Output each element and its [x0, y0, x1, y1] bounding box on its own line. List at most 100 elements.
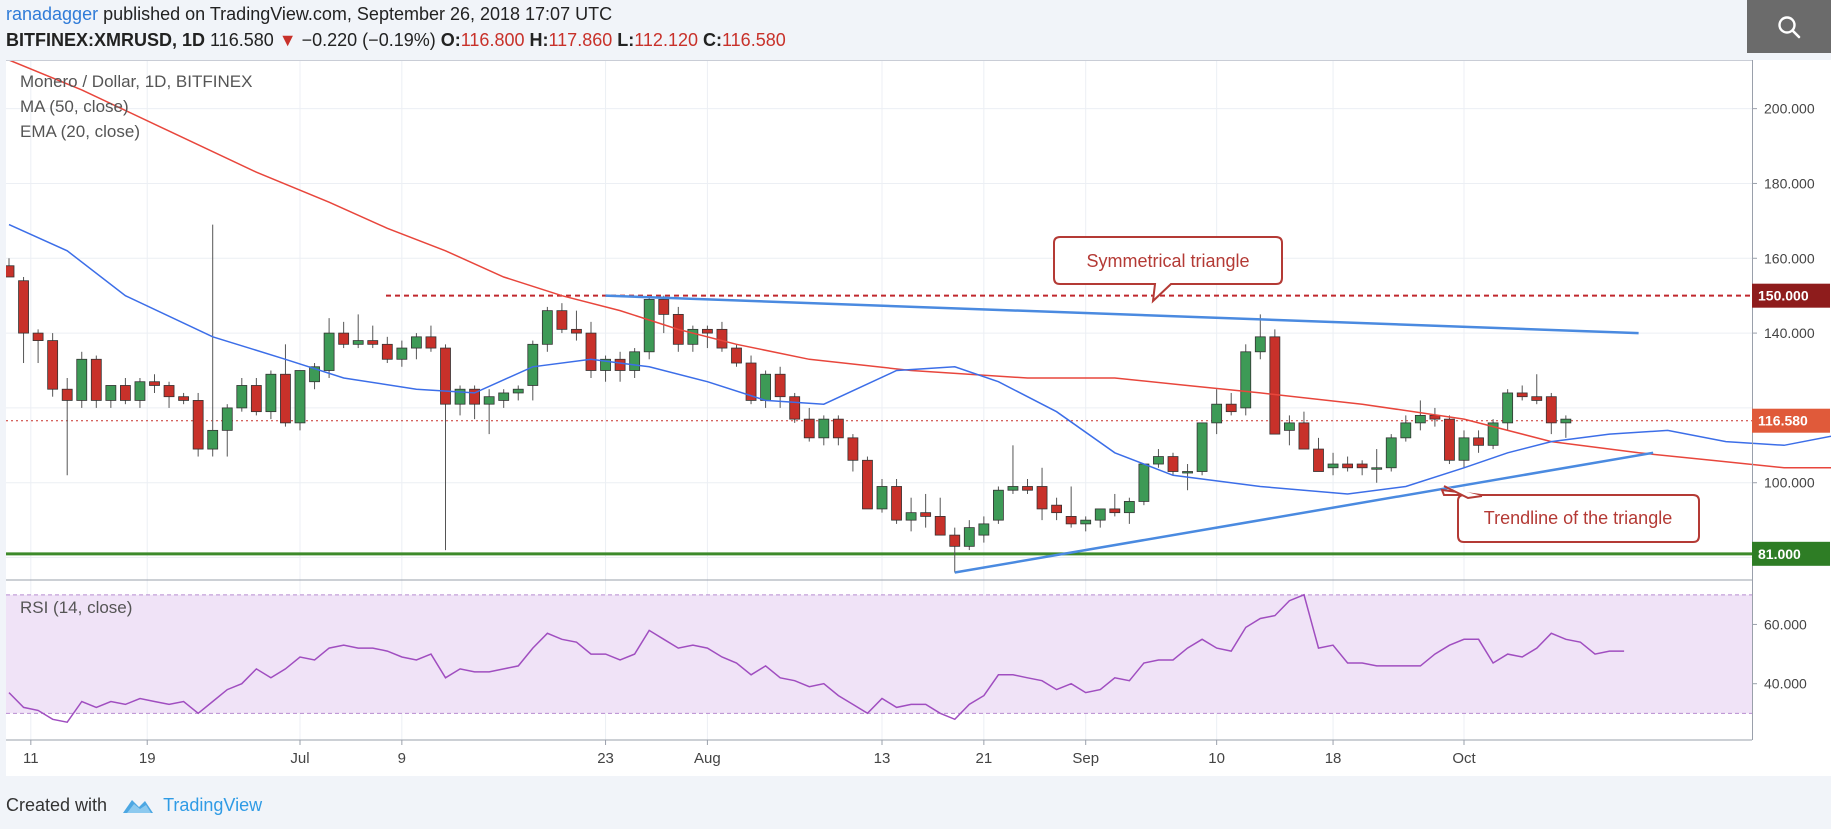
chart-title: Monero / Dollar, 1D, BITFINEX: [20, 72, 252, 91]
candle-body: [1080, 519, 1092, 525]
candle-body: [498, 392, 510, 401]
legend-ma50: MA (50, close): [20, 97, 129, 116]
triangle-upper-line[interactable]: [605, 294, 1639, 335]
price-tick-label: 100.000: [1764, 475, 1815, 491]
symbol-info: BITFINEX:XMRUSD, 1D 116.580 ▼ −0.220 (−0…: [6, 30, 786, 51]
high-value: 117.860: [548, 30, 613, 50]
candle-body: [381, 343, 393, 360]
candle-body: [236, 385, 248, 409]
candle-body: [250, 385, 262, 413]
legend-ema20: EMA (20, close): [20, 122, 140, 141]
low-value: 112.120: [634, 30, 698, 50]
candle-body: [600, 358, 611, 371]
candle-body: [280, 373, 291, 424]
candle-body: [1502, 392, 1514, 424]
time-tick-label: Jul: [290, 750, 309, 767]
price-chart[interactable]: 200.000 180.000 160.000 140.000 100.000 60.0…: [6, 60, 1831, 776]
candle-body: [1516, 392, 1528, 398]
candle-body: [1109, 508, 1121, 514]
rsi-tick-label: 40.000: [1764, 676, 1807, 692]
candle-body: [789, 396, 801, 420]
candle-body: [1022, 486, 1033, 491]
annotation-label: Symmetrical triangle: [1086, 251, 1249, 271]
annotation-trendline[interactable]: Trendline of the triangle: [1440, 485, 1700, 543]
candle-body: [803, 418, 815, 439]
candle-body: [1094, 508, 1106, 521]
candle-body: [454, 388, 466, 405]
author-link[interactable]: ranadagger: [6, 4, 99, 24]
candle-body: [32, 332, 44, 341]
price-tick-label: 180.000: [1764, 175, 1815, 191]
time-tick-label: Oct: [1452, 750, 1476, 767]
rsi-tick-label: 60.000: [1764, 616, 1807, 632]
candle-body: [1254, 336, 1266, 353]
time-axis[interactable]: 11 19 Jul 9 23 Aug 13 21 Sep 10 18 Oct: [23, 740, 1476, 767]
candle-body: [440, 347, 451, 405]
candle-body: [1138, 463, 1150, 502]
candle-body: [774, 373, 786, 398]
candle-body: [1269, 336, 1281, 435]
rsi-axis[interactable]: 60.000 40.000: [1752, 616, 1807, 692]
close-label: C:: [703, 30, 722, 50]
candle-body: [818, 418, 830, 439]
candle-body: [1545, 396, 1557, 424]
candle-body: [541, 310, 553, 345]
candle-body: [905, 512, 917, 521]
candle-body: [731, 347, 742, 364]
candle-body: [1487, 422, 1499, 446]
candle-body: [1327, 463, 1339, 469]
search-button[interactable]: [1747, 0, 1831, 53]
candle-body: [949, 534, 961, 547]
published-text: published on TradingView.com, September …: [103, 4, 613, 24]
candle-body: [18, 280, 29, 334]
candle-body: [163, 385, 175, 398]
high-label: H:: [529, 30, 549, 50]
candle-body: [585, 332, 597, 371]
candle-body: [527, 343, 539, 386]
candle-body: [1400, 422, 1412, 439]
candle-body: [1211, 403, 1223, 424]
candle-body: [1385, 437, 1397, 469]
price-axis[interactable]: 200.000 180.000 160.000 140.000 100.000: [1752, 101, 1815, 491]
candle-body: [1531, 396, 1543, 401]
candle-body: [352, 340, 364, 345]
candle-body: [891, 486, 902, 521]
candle-body: [1007, 486, 1019, 491]
candle-body: [745, 362, 757, 401]
footer: Created with TradingView: [6, 790, 262, 820]
candle-body: [90, 358, 102, 401]
candle-body: [1342, 463, 1353, 469]
candle-body: [105, 385, 117, 401]
open-label: O:: [440, 30, 461, 50]
triangle-lower-trendline[interactable]: [954, 451, 1654, 574]
candle-body: [338, 332, 350, 345]
tradingview-logo-icon[interactable]: [121, 795, 155, 815]
candle-body: [1153, 456, 1164, 465]
price-tick-label: 200.000: [1764, 101, 1815, 117]
candle-body: [687, 328, 699, 345]
resistance-price-tag: 150.000: [1752, 283, 1830, 308]
price-tick-label: 140.000: [1764, 325, 1815, 341]
candle-body: [265, 373, 277, 413]
candle-body: [1065, 516, 1077, 525]
candle-body: [1196, 422, 1208, 472]
candle-body: [876, 486, 888, 510]
time-tick-label: 13: [874, 750, 891, 767]
rsi-line: [8, 593, 1625, 724]
candle-body: [760, 373, 771, 401]
candle-body: [323, 332, 335, 371]
annotation-symmetrical-triangle[interactable]: Symmetrical triangle: [1053, 236, 1283, 304]
candle-body: [702, 328, 713, 334]
candle-body: [1036, 486, 1048, 510]
candle-body: [847, 437, 859, 461]
tradingview-link[interactable]: TradingView: [163, 794, 263, 815]
candle-body: [47, 340, 59, 390]
candle-body: [1240, 351, 1252, 409]
last-price: 116.580: [210, 30, 274, 50]
candle-body: [483, 396, 495, 405]
search-icon: [1778, 15, 1801, 38]
candle-body: [1123, 501, 1135, 514]
last-price-label: 116.580: [1758, 413, 1808, 429]
candle-body: [1414, 414, 1426, 424]
close-value: 116.580: [722, 30, 786, 50]
